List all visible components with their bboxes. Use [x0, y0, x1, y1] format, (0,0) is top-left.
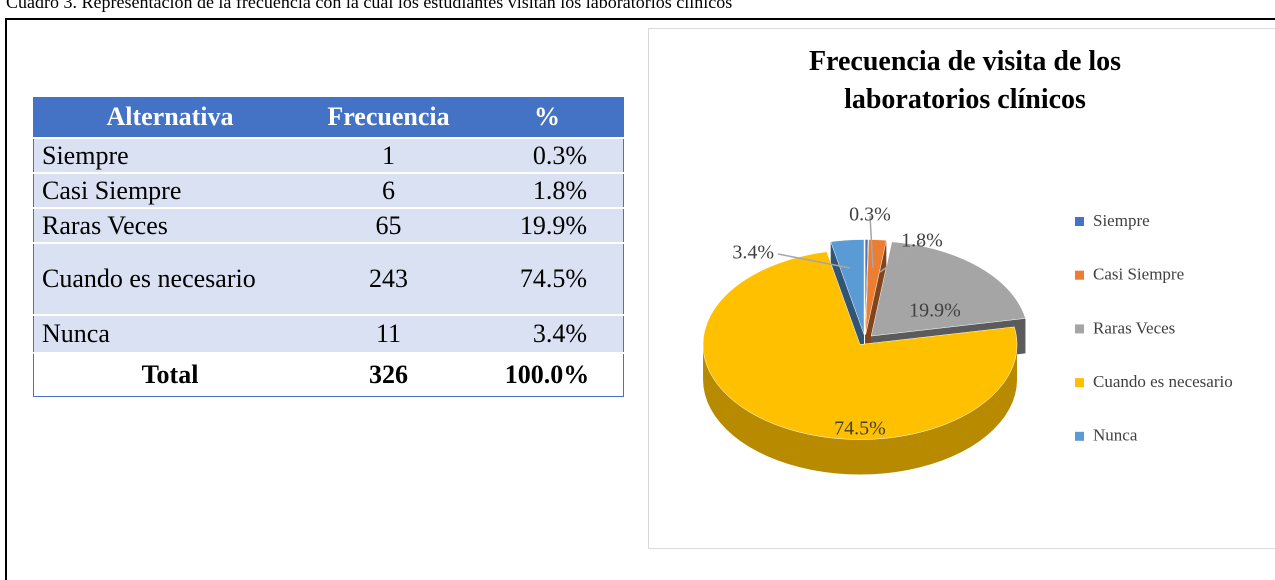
row: Raras Veces 65 19.9%: [33, 208, 624, 244]
cell: Raras Veces: [33, 208, 306, 244]
cell: Cuando es necesario: [33, 243, 306, 316]
leader-line: [869, 215, 874, 269]
cell: 74.5%: [471, 243, 624, 316]
cell: 65: [306, 208, 471, 244]
cell: Nunca: [33, 315, 306, 354]
cell: 0.3%: [471, 138, 624, 174]
slice: [870, 241, 1026, 337]
legend-label: Casi Siempre: [1093, 265, 1184, 284]
legend-label: Nunca: [1093, 426, 1138, 445]
slice: [702, 251, 1018, 440]
leader-line: [777, 253, 851, 269]
row: Nunca 11 3.4%: [33, 315, 624, 354]
cell: 6: [306, 173, 471, 209]
legend-swatch: [1075, 324, 1084, 334]
slice: [830, 239, 865, 335]
legend-label: Raras Veces: [1093, 318, 1175, 337]
cell: Siempre: [33, 138, 306, 174]
table: Alternativa Frecuencia % Siempre 1 0.3% Ca…: [33, 97, 624, 397]
cell: Total: [33, 353, 306, 397]
frame: [5, 18, 1275, 580]
data-label: 3.4%: [732, 242, 774, 264]
cell: 19.9%: [471, 208, 624, 244]
header-cell: Alternativa: [33, 97, 306, 139]
slice: [864, 239, 869, 335]
data-label: 0.3%: [849, 204, 891, 226]
row: Siempre 1 0.3%: [33, 138, 624, 174]
legend-swatch: [1075, 217, 1084, 226]
chart: Frecuencia de visita de los laboratorios …: [702, 46, 1233, 475]
row: Casi Siempre 6 1.8%: [33, 173, 624, 209]
legend-label: Cuando es necesario: [1093, 372, 1233, 391]
legend-swatch: [1075, 378, 1084, 388]
data-label: 1.8%: [901, 230, 943, 252]
data-label: 74.5%: [834, 418, 886, 440]
cell: Casi Siempre: [33, 173, 306, 209]
header-row: Alternativa Frecuencia %: [33, 97, 624, 139]
cell: 243: [306, 243, 471, 316]
header-cell: Frecuencia: [306, 97, 471, 139]
cell: 100.0%: [471, 353, 624, 397]
cell: 1.8%: [471, 173, 624, 209]
legend-swatch: [1075, 270, 1084, 280]
row: Cuando es necesario 243 74.5%: [33, 243, 624, 316]
cell: 3.4%: [471, 315, 624, 354]
leader-line: [879, 241, 923, 273]
chart-area: [648, 28, 1275, 549]
data-label: 19.9%: [909, 300, 961, 322]
slice-side: [865, 240, 887, 370]
cell: 1: [306, 138, 471, 174]
legend-label: Siempre: [1093, 211, 1150, 230]
chart-title: Frecuencia de visita de los laboratorios …: [809, 46, 1121, 115]
total-row: Total 326 100.0%: [33, 353, 624, 397]
cell: 326: [306, 353, 471, 397]
legend-swatch: [1075, 431, 1084, 441]
cell: 11: [306, 315, 471, 354]
slice-side: [703, 344, 1018, 475]
header-cell: %: [471, 97, 624, 139]
page: Cuadro 3. Representación de la frecuenci…: [5, 0, 1275, 580]
caption: Cuadro 3. Representación de la frecuenci…: [6, 0, 733, 12]
